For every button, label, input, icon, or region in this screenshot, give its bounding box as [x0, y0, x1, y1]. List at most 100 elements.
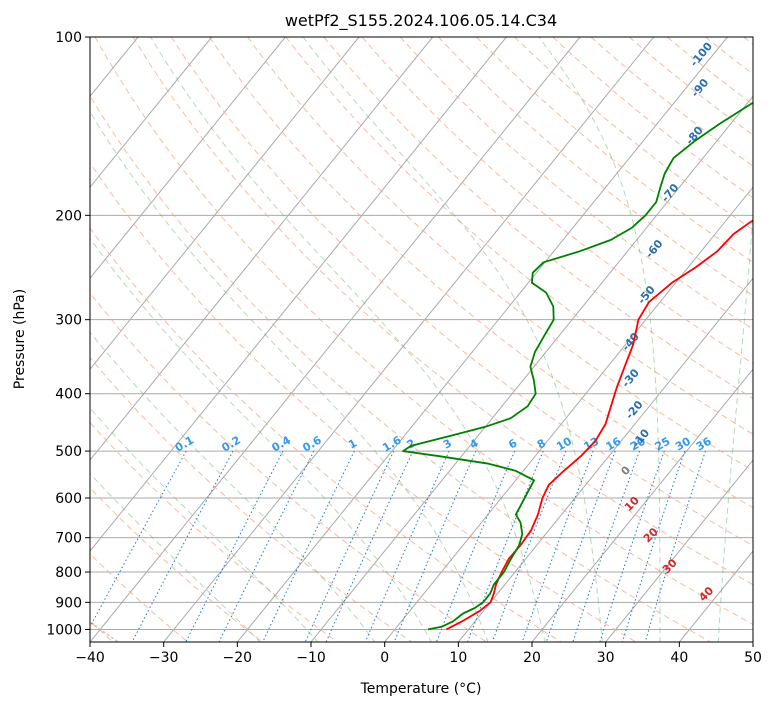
- x-tick-label: 20: [523, 650, 541, 666]
- mixing-ratio-label: 6: [506, 436, 519, 451]
- dry-adiabat-line: [323, 37, 753, 400]
- y-tick-label: 1000: [46, 622, 82, 638]
- dry-adiabat-line: [90, 161, 637, 642]
- chart-title: wetPf2_S155.2024.106.05.14.C34: [285, 11, 557, 31]
- y-axis-label: Pressure (hPa): [12, 289, 28, 389]
- dry-adiabat-label: -20: [623, 398, 646, 422]
- y-tick-label: 300: [55, 313, 82, 329]
- dewpoint-profile-line: [402, 101, 753, 631]
- isotherm-line: [90, 37, 434, 461]
- isotherm-line: [90, 37, 507, 552]
- dry-adiabat-label: -90: [689, 76, 712, 100]
- mixing-ratio-line: [621, 450, 686, 642]
- dry-adiabat-label: -70: [659, 181, 682, 205]
- profile-series: [402, 101, 753, 631]
- x-tick-label: 10: [449, 650, 467, 666]
- x-axis-label: Temperature (°C): [360, 681, 482, 697]
- mixing-ratio-line: [131, 450, 234, 642]
- dry-adiabat-line: [90, 292, 487, 642]
- moist-adiabat-line: [90, 472, 261, 642]
- y-tick-label: 100: [55, 30, 82, 46]
- dry-adiabat-line: [666, 37, 753, 106]
- dry-adiabat-line: [552, 37, 753, 199]
- dry-adiabat-line: [170, 37, 753, 547]
- mixing-ratio-line: [185, 450, 284, 642]
- dry-adiabat-line: [90, 487, 263, 642]
- mixing-ratio-line: [599, 450, 665, 642]
- isotherm-label: 10: [622, 494, 642, 514]
- isotherm-line: [90, 37, 213, 189]
- mixing-ratio-line: [572, 450, 641, 642]
- dry-adiabat-line: [132, 37, 753, 586]
- isotherm-line: [605, 459, 753, 642]
- isotherm-line: [90, 37, 581, 642]
- dry-adiabat-line: [90, 227, 562, 642]
- isotherm-line: [384, 186, 753, 642]
- dry-adiabat-line: [94, 37, 753, 626]
- mixing-ratio-label: 4: [467, 436, 480, 451]
- y-tick-label: 900: [55, 595, 82, 611]
- moist-adiabat-line: [90, 237, 432, 642]
- isotherm-line: [0, 37, 64, 642]
- moist-adiabat-line: [90, 331, 376, 642]
- x-tick-label: −30: [149, 650, 179, 666]
- plot-frame: [89, 36, 754, 643]
- dry-adiabat-line: [399, 37, 753, 330]
- isotherm-line: [90, 37, 286, 280]
- y-tick-label: 200: [55, 208, 82, 224]
- dry-adiabat-line: [285, 37, 753, 435]
- isotherm-line: [531, 368, 753, 642]
- moist-adiabat-line: [538, 37, 661, 642]
- y-tick-label: 500: [55, 444, 82, 460]
- dry-adiabat-line: [705, 37, 753, 75]
- temperature-profile-line: [445, 219, 753, 631]
- moist-adiabat-line: [90, 407, 319, 642]
- mixing-ratio-line: [644, 450, 706, 642]
- x-tick-label: 30: [597, 650, 615, 666]
- isotherm-line: [457, 277, 753, 642]
- isotherm-line: [236, 37, 728, 642]
- mixing-ratio-line: [545, 450, 616, 642]
- mixing-ratio-label: 1: [346, 437, 359, 452]
- x-tick-label: 0: [380, 650, 389, 666]
- isotherm-label: 30: [660, 556, 680, 576]
- mixing-ratio-line: [364, 450, 450, 642]
- mixing-ratio-line: [435, 450, 516, 642]
- isotherm-label: 20: [641, 525, 661, 545]
- y-tick-label: 800: [55, 565, 82, 581]
- dry-adiabat-line: [90, 356, 413, 642]
- dry-adiabat-line: [743, 37, 753, 45]
- mixing-ratio-label: 3: [441, 437, 454, 452]
- moist-adiabat-line: [150, 37, 546, 642]
- mixing-ratio-line: [262, 450, 355, 642]
- x-tick-label: 40: [670, 650, 688, 666]
- mixing-ratio-line: [90, 450, 187, 628]
- background-lines: [0, 37, 753, 642]
- mixing-ratio-line: [325, 450, 414, 642]
- isotherm-line: [163, 37, 655, 642]
- isotherm-line: [752, 641, 753, 642]
- y-axis: 1000 900 800 700 600 500 400 300 200 100: [46, 30, 90, 638]
- dry-adiabat-line: [90, 95, 711, 642]
- dry-adiabat-line: [514, 37, 753, 231]
- dry-adiabat-line: [247, 37, 753, 472]
- isotherm-label: 40: [696, 584, 716, 604]
- zero-isotherm-label: 0: [618, 463, 633, 478]
- dry-adiabat-line: [438, 37, 753, 297]
- mixing-ratio-line: [393, 450, 477, 642]
- x-tick-label: −40: [75, 650, 105, 666]
- x-tick-label: −20: [223, 650, 253, 666]
- moist-adiabat-line: [90, 110, 489, 642]
- isotherm-line: [90, 37, 360, 370]
- moist-adiabat-line: [302, 37, 603, 642]
- y-tick-label: 400: [55, 387, 82, 403]
- mixing-ratio-line: [304, 450, 395, 642]
- dry-adiabat-line: [90, 553, 189, 642]
- moist-adiabat-line: [717, 207, 753, 642]
- x-tick-label: −10: [296, 650, 326, 666]
- dry-adiabat-line: [208, 37, 753, 509]
- x-axis: −40 −30 −20 −10 0 10 20 30 40 50: [75, 642, 762, 666]
- x-tick-label: 50: [744, 650, 762, 666]
- dry-adiabat-line: [90, 421, 338, 642]
